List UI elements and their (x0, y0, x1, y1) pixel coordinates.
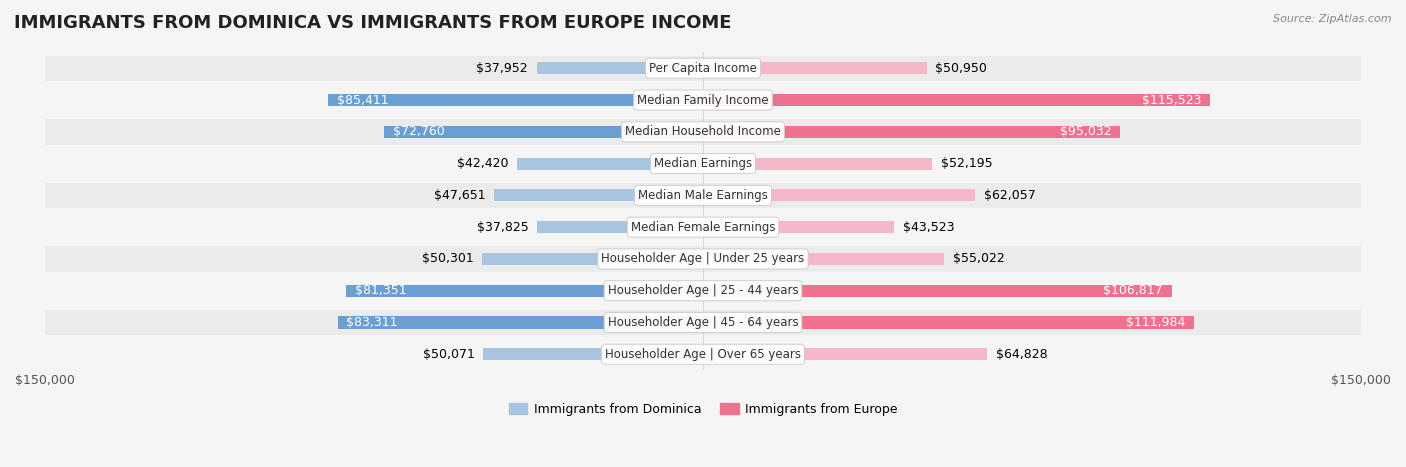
Bar (45, 151, 1361, 177)
Text: $50,301: $50,301 (422, 253, 474, 265)
Text: $43,523: $43,523 (903, 221, 955, 234)
Text: Median Male Earnings: Median Male Earnings (638, 189, 768, 202)
Bar (703, 189, 976, 201)
Bar (45, 341, 1361, 367)
Bar (703, 317, 1194, 329)
Text: $106,817: $106,817 (1104, 284, 1163, 297)
Bar (703, 348, 987, 361)
Legend: Immigrants from Dominica, Immigrants from Europe: Immigrants from Dominica, Immigrants fro… (503, 398, 903, 421)
Text: Median Family Income: Median Family Income (637, 93, 769, 106)
Bar (45, 119, 1361, 144)
Bar (328, 94, 703, 106)
Text: $50,071: $50,071 (423, 348, 475, 361)
Bar (703, 126, 1121, 138)
Text: $37,825: $37,825 (477, 221, 529, 234)
Bar (703, 285, 1171, 297)
Text: $55,022: $55,022 (953, 253, 1005, 265)
Text: IMMIGRANTS FROM DOMINICA VS IMMIGRANTS FROM EUROPE INCOME: IMMIGRANTS FROM DOMINICA VS IMMIGRANTS F… (14, 14, 731, 32)
Bar (517, 157, 703, 170)
Bar (703, 62, 927, 74)
Text: $85,411: $85,411 (337, 93, 388, 106)
Text: $42,420: $42,420 (457, 157, 508, 170)
Bar (484, 348, 703, 361)
Bar (45, 87, 1361, 113)
Bar (482, 253, 703, 265)
Text: $115,523: $115,523 (1142, 93, 1201, 106)
Text: $52,195: $52,195 (941, 157, 993, 170)
Text: $95,032: $95,032 (1060, 125, 1111, 138)
Bar (45, 183, 1361, 208)
Bar (337, 317, 703, 329)
Bar (346, 285, 703, 297)
Text: $83,311: $83,311 (346, 316, 398, 329)
Text: Householder Age | Under 25 years: Householder Age | Under 25 years (602, 253, 804, 265)
Bar (703, 94, 1209, 106)
Text: $47,651: $47,651 (433, 189, 485, 202)
Bar (45, 278, 1361, 304)
Text: $62,057: $62,057 (984, 189, 1036, 202)
Bar (45, 246, 1361, 272)
Text: Median Household Income: Median Household Income (626, 125, 780, 138)
Text: $37,952: $37,952 (477, 62, 527, 75)
Bar (537, 62, 703, 74)
Bar (384, 126, 703, 138)
Bar (703, 253, 945, 265)
Bar (45, 214, 1361, 240)
Text: Householder Age | 25 - 44 years: Householder Age | 25 - 44 years (607, 284, 799, 297)
Text: $111,984: $111,984 (1126, 316, 1185, 329)
Text: $50,950: $50,950 (935, 62, 987, 75)
Text: Householder Age | 45 - 64 years: Householder Age | 45 - 64 years (607, 316, 799, 329)
Bar (45, 310, 1361, 335)
Text: Per Capita Income: Per Capita Income (650, 62, 756, 75)
Bar (494, 189, 703, 201)
Text: Median Earnings: Median Earnings (654, 157, 752, 170)
Text: Median Female Earnings: Median Female Earnings (631, 221, 775, 234)
Text: Source: ZipAtlas.com: Source: ZipAtlas.com (1274, 14, 1392, 24)
Text: Householder Age | Over 65 years: Householder Age | Over 65 years (605, 348, 801, 361)
Text: $72,760: $72,760 (392, 125, 444, 138)
Bar (537, 221, 703, 233)
Text: $64,828: $64,828 (997, 348, 1047, 361)
Bar (703, 221, 894, 233)
Bar (45, 56, 1361, 81)
Text: $81,351: $81,351 (354, 284, 406, 297)
Bar (703, 157, 932, 170)
